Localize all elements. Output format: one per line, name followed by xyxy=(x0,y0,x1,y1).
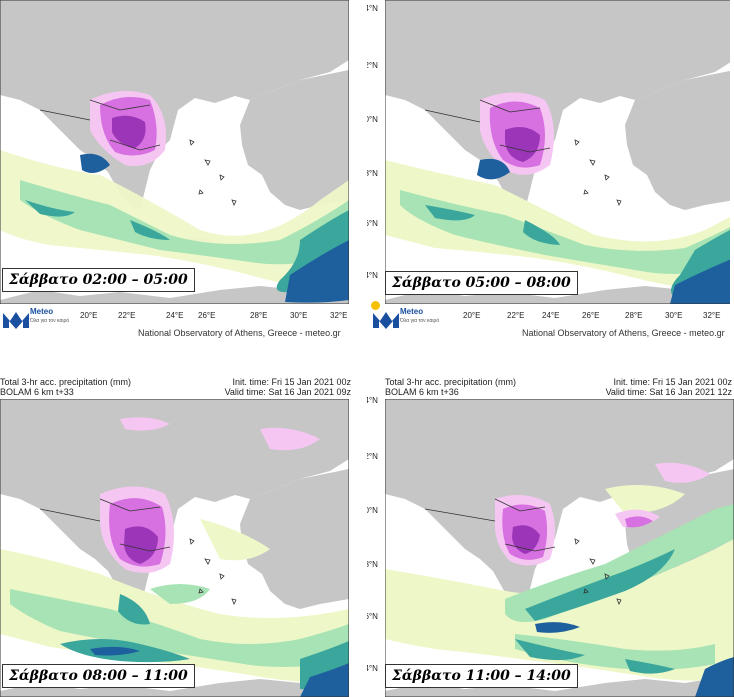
map-graphic xyxy=(385,0,730,304)
lat-label: 40°N xyxy=(367,506,378,515)
precip-purple xyxy=(512,525,540,554)
lat-label: 34°N xyxy=(367,271,378,280)
time-caption: Σάββατο 02:00 – 05:00 xyxy=(2,268,195,292)
aegean-islands xyxy=(574,139,622,206)
precip-blue xyxy=(90,646,349,697)
anatolia-land xyxy=(625,70,730,210)
valid-time: Valid time: Sat 16 Jan 2021 09z xyxy=(224,387,351,397)
precipitation-map xyxy=(0,0,349,304)
logo-name: Meteo xyxy=(30,307,54,316)
lat-label: 38°N xyxy=(367,560,378,569)
precipitation-map xyxy=(385,399,734,697)
border-lines xyxy=(424,99,551,153)
aegean-islands xyxy=(574,538,622,605)
aegean-islands xyxy=(189,538,237,605)
model-label: BOLAM 6 km t+33 xyxy=(0,387,74,397)
anatolia-land xyxy=(240,70,349,210)
logo-tagline: Όλα για τον καιρό xyxy=(30,318,70,324)
map-panel-3: Total 3-hr acc. precipitation (mm) BOLAM… xyxy=(0,349,367,697)
precip-purple xyxy=(124,526,158,564)
lat-label: 36°N xyxy=(367,612,378,621)
lon-label: 20°E xyxy=(463,311,481,320)
balkans-land xyxy=(385,399,734,609)
map-title: Total 3-hr acc. precipitation (mm) xyxy=(0,377,132,387)
precip-green xyxy=(400,190,730,274)
lat-label: 40°N xyxy=(367,115,378,124)
africa-land xyxy=(0,675,349,697)
time-caption: Σάββατο 08:00 – 11:00 xyxy=(2,664,195,688)
precip-teal xyxy=(60,594,349,690)
precip-purple xyxy=(505,126,540,162)
africa-land xyxy=(0,282,349,304)
map-panel-1: Meteo Όλα για τον καιρό 20°E 22°E 24°E 2… xyxy=(0,0,367,348)
precip-blue xyxy=(535,622,734,697)
map-graphic xyxy=(0,0,349,304)
credit-text: National Observatory of Athens, Greece -… xyxy=(138,328,341,338)
precip-magenta xyxy=(502,504,653,560)
lon-label: 22°E xyxy=(118,311,136,320)
lon-label: 28°E xyxy=(250,311,268,320)
time-caption: Σάββατο 05:00 – 08:00 xyxy=(385,271,578,295)
precipitation-map xyxy=(0,399,349,697)
map-graphic xyxy=(385,399,734,697)
lon-label: 20°E xyxy=(80,311,98,320)
lat-label: 34°N xyxy=(367,664,378,673)
lon-label: 30°E xyxy=(665,311,683,320)
lat-label: 44°N xyxy=(367,396,378,405)
precip-purple xyxy=(112,115,146,148)
balkans-land xyxy=(0,399,349,609)
meteo-mark-icon xyxy=(373,312,399,329)
precip-teal xyxy=(25,200,349,293)
precipitation-map xyxy=(385,0,730,304)
map-panel-2: 44°N 42°N 40°N 38°N 36°N 34°N Meteo Όλα … xyxy=(367,0,734,348)
lon-label: 26°E xyxy=(198,311,216,320)
lon-label: 26°E xyxy=(582,311,600,320)
lat-label: 42°N xyxy=(367,452,378,461)
precip-dark-core xyxy=(477,158,510,180)
lat-label: 44°N xyxy=(367,4,378,13)
map-title: Total 3-hr acc. precipitation (mm) xyxy=(385,377,517,387)
lon-label: 28°E xyxy=(625,311,643,320)
map-panel-4: Total 3-hr acc. precipitation (mm) BOLAM… xyxy=(367,349,734,697)
lon-label: 32°E xyxy=(703,311,721,320)
map-graphic xyxy=(0,399,349,697)
init-time: Init. time: Fri 15 Jan 2021 00z xyxy=(232,377,351,387)
precip-pink xyxy=(494,462,710,566)
africa-land xyxy=(385,282,730,304)
border-lines xyxy=(39,99,161,151)
precip-green xyxy=(20,180,349,265)
aegean-islands xyxy=(189,139,237,206)
sun-icon xyxy=(371,301,380,310)
anatolia-land xyxy=(240,469,349,609)
lat-label: 42°N xyxy=(367,61,378,70)
logo-name: Meteo xyxy=(400,307,424,316)
model-label: BOLAM 6 km t+36 xyxy=(385,387,459,397)
lon-label: 24°E xyxy=(542,311,560,320)
meteo-logo: Meteo Όλα για τον καιρό xyxy=(2,303,72,333)
time-caption: Σάββατο 11:00 – 14:00 xyxy=(385,664,578,688)
meteo-mark-icon xyxy=(3,312,29,329)
precip-blue xyxy=(285,240,349,303)
precip-green xyxy=(10,584,349,667)
init-time: Init. time: Fri 15 Jan 2021 00z xyxy=(613,377,732,387)
lon-label: 24°E xyxy=(166,311,184,320)
precip-teal xyxy=(515,549,675,674)
balkans-land xyxy=(385,0,730,210)
africa-land xyxy=(385,675,734,697)
meteo-logo: Meteo Όλα για τον καιρό xyxy=(372,303,442,333)
lon-label: 30°E xyxy=(290,311,308,320)
lat-label: 38°N xyxy=(367,169,378,178)
logo-tagline: Όλα για τον καιρό xyxy=(400,318,440,324)
valid-time: Valid time: Sat 16 Jan 2021 12z xyxy=(605,387,732,397)
precip-blue xyxy=(670,259,730,304)
lon-label: 32°E xyxy=(330,311,348,320)
precip-light xyxy=(385,485,734,681)
precip-dark-core xyxy=(80,153,110,174)
lon-label: 22°E xyxy=(507,311,525,320)
lat-label: 36°N xyxy=(367,219,378,228)
credit-text: National Observatory of Athens, Greece -… xyxy=(522,328,725,338)
border-lines xyxy=(424,498,556,552)
balkans-land xyxy=(0,0,349,210)
border-lines xyxy=(39,498,171,552)
